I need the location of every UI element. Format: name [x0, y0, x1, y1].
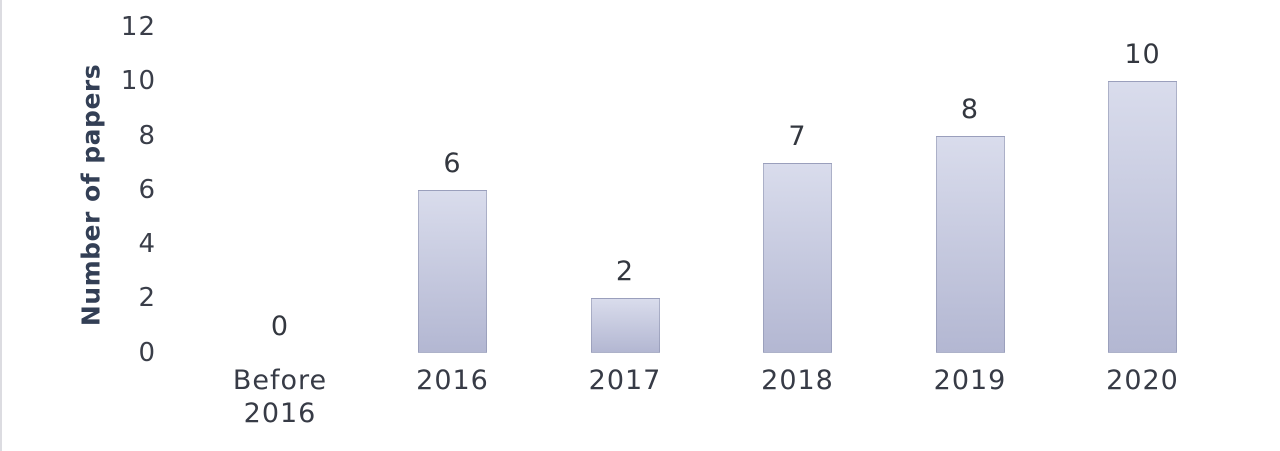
- y-axis-tick-label: 10: [120, 66, 156, 97]
- x-axis-label: 2018: [761, 365, 834, 396]
- figure-left-edge-line: [0, 0, 2, 451]
- y-axis-tick-label: 6: [138, 174, 156, 205]
- bar-value-label: 8: [960, 93, 980, 125]
- bar: [418, 189, 487, 353]
- y-axis-tick-label: 4: [138, 229, 156, 259]
- y-axis-tick-label: 0: [138, 337, 156, 368]
- y-axis-tick-label: 2: [138, 283, 156, 314]
- x-axis-label: 2016: [416, 365, 489, 396]
- x-axis-label: Before 2016: [232, 365, 328, 429]
- x-axis-label: 2019: [933, 365, 1007, 396]
- x-axis-label: 2020: [1106, 365, 1179, 396]
- bar: [590, 298, 660, 353]
- y-axis-tick-label: 8: [138, 120, 156, 151]
- x-axis-label: 2017: [588, 365, 662, 396]
- bar-value-label: 7: [788, 120, 807, 152]
- bar: [763, 162, 832, 353]
- bar: [1108, 81, 1177, 353]
- bar-value-label: 2: [615, 256, 635, 288]
- bar-value-label: 0: [270, 310, 290, 342]
- bar: [935, 135, 1005, 353]
- y-axis-tick-label: 12: [120, 12, 156, 42]
- bar-value-label: 10: [1124, 39, 1161, 71]
- bar-value-label: 6: [443, 147, 462, 179]
